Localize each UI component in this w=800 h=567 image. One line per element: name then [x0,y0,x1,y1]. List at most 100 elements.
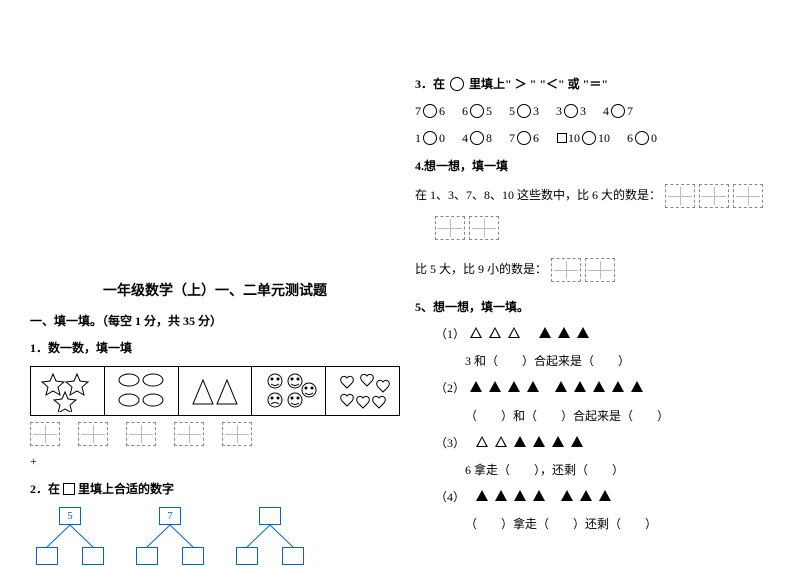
triangle-filled-icon [489,381,501,392]
stray-plus: + [30,452,400,471]
cell-stars [31,367,105,415]
q1-label: 1．数一数，填一填 [30,339,400,358]
num: 7 [415,104,421,118]
triangle-filled-icon [574,381,586,392]
triangle-filled-icon [470,381,482,392]
answer-box[interactable] [551,258,581,282]
triangle-filled-icon [508,381,520,392]
bond-top: 5 [59,507,81,525]
triangle-filled-icon [552,436,564,447]
triangle-filled-icon [533,490,545,501]
compare-circle[interactable] [423,104,437,118]
q5-p1-shapes: （1） [415,325,785,344]
compare-circle[interactable] [611,104,625,118]
answer-box[interactable] [78,422,108,446]
cell-hearts [326,367,399,415]
answer-box[interactable] [174,422,204,446]
triangle-filled-icon [631,381,643,392]
compare-circle[interactable] [470,104,484,118]
num: 7 [627,104,633,118]
compare-circle[interactable] [582,131,596,145]
cell-ovals [105,367,179,415]
bond-3 [230,507,310,567]
triangle-filled-icon [612,381,624,392]
triangle-filled-icon [571,436,583,447]
compare-circle[interactable] [635,131,649,145]
triangle-outline-icon [476,436,488,447]
answer-box[interactable] [435,216,465,240]
q5-p4-shapes: （4） [415,488,785,507]
bond-right[interactable] [282,547,304,565]
q4-label: 4.想一想，填一填 [415,157,785,176]
cell-triangles [179,367,253,415]
compare-circle[interactable] [564,104,578,118]
p1-tag: （1） [435,327,465,341]
q3-label: 3．在 里填上" ＞ " "＜" 或 "＝" [415,75,785,94]
num: 3 [580,104,586,118]
face-icon [261,370,317,412]
triangle-filled-icon [580,490,592,501]
answer-box[interactable] [30,422,60,446]
right-column: 3．在 里填上" ＞ " "＜" 或 "＝" 76 65 53 33 47 10… [415,75,785,542]
triangle-filled-icon [558,327,570,338]
doc-title: 一年级数学（上）一、二单元测试题 [30,280,400,300]
q2-label: 2．在 里填上合适的数字 [30,480,400,499]
bond-left[interactable] [36,547,58,565]
answer-box[interactable] [733,184,763,208]
compare-circle[interactable] [517,104,531,118]
compare-circle[interactable] [423,131,437,145]
bond-left[interactable] [136,547,158,565]
num: 5 [486,104,492,118]
triangle-filled-icon [514,490,526,501]
bond-right[interactable] [182,547,204,565]
q5-p4-text: （ ）拿走（ ）还剩（ ） [415,515,785,534]
q5-p2-shapes: （2） [415,379,785,398]
star-icon [39,370,95,412]
q5-p3-text: 6 拿走（ ），还剩（ ） [415,461,785,480]
triangle-filled-icon [527,381,539,392]
compare-circle[interactable] [470,131,484,145]
num: 10 [598,131,610,145]
q1-answer-row [30,422,400,446]
bond-top[interactable] [259,507,281,525]
triangle-outline-icon [489,327,501,338]
q4-line1: 在 1、3、7、8、10 这些数中，比 6 大的数是： [415,184,785,208]
num: 4 [462,131,468,145]
q3-pre: 3．在 [415,77,445,91]
q2-pre: 2．在 [30,482,60,496]
triangle-filled-icon [555,381,567,392]
section-heading: 一、填一填。（每空 1 分，共 35 分） [30,312,400,331]
num: 0 [651,131,657,145]
q4-line2: 比 5 大，比 9 小的数是： [415,258,785,282]
num: 5 [509,104,515,118]
num: 6 [533,131,539,145]
num: 3 [556,104,562,118]
answer-box[interactable] [665,184,695,208]
q5-p2-text: （ ）和（ ）合起来是（ ） [415,407,785,426]
triangle-outline-icon [470,327,482,338]
square-icon [63,483,75,495]
answer-box[interactable] [469,216,499,240]
num: 6 [439,104,445,118]
q3-post: 里填上" ＞ " "＜" 或 "＝" [469,77,608,91]
num: 1 [415,131,421,145]
q3-row2: 10 48 76 1010 60 [415,129,785,148]
triangle-filled-icon [476,490,488,501]
triangle-filled-icon [593,381,605,392]
answer-box[interactable] [126,422,156,446]
bond-right[interactable] [82,547,104,565]
oval-icon [113,370,169,412]
bond-left[interactable] [236,547,258,565]
num: 7 [509,131,515,145]
answer-box[interactable] [585,258,615,282]
bond-2: 7 [130,507,210,567]
circle-icon [450,77,464,91]
answer-box[interactable] [699,184,729,208]
triangle-filled-icon [539,327,551,338]
triangle-outline-icon [495,436,507,447]
compare-circle[interactable] [517,131,531,145]
num: 8 [486,131,492,145]
answer-box[interactable] [222,422,252,446]
q4-text2: 比 5 大，比 9 小的数是： [415,260,547,279]
num: 6 [462,104,468,118]
